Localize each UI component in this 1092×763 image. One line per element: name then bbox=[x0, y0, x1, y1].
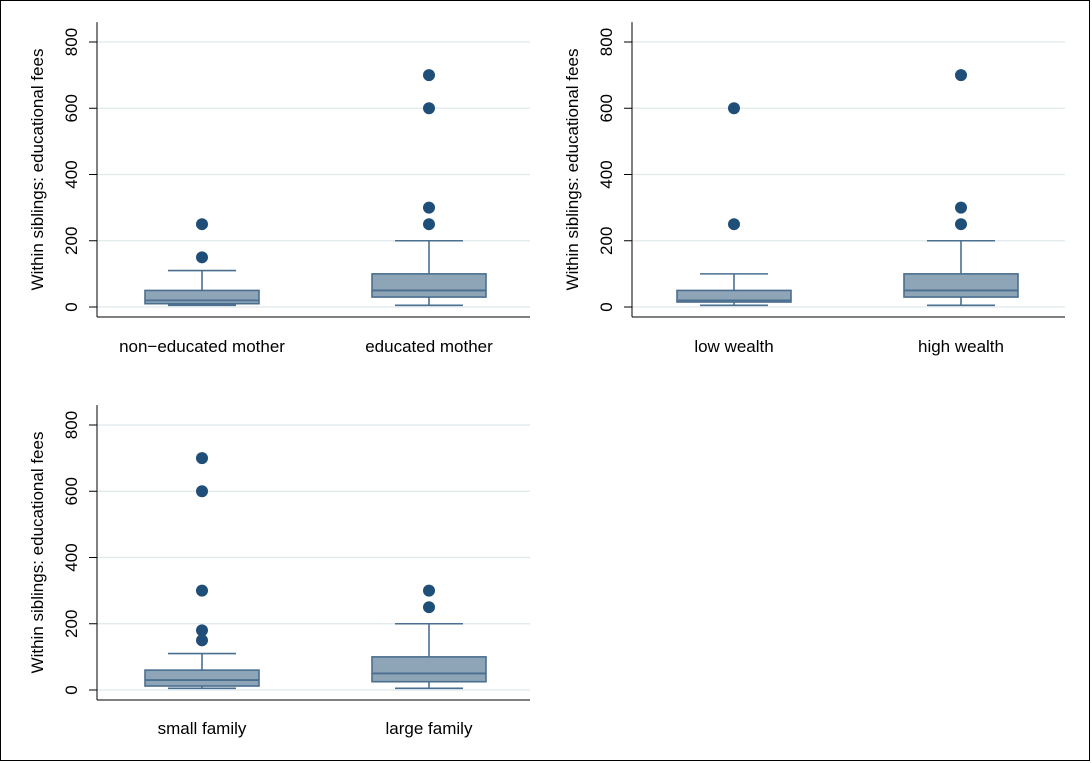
outlier-point bbox=[196, 485, 208, 498]
outlier-point bbox=[423, 69, 435, 82]
outlier-point bbox=[955, 218, 967, 231]
category-label: low wealth bbox=[694, 337, 773, 356]
outlier-point bbox=[196, 634, 208, 647]
outlier-point bbox=[423, 201, 435, 214]
box-0 bbox=[676, 102, 792, 307]
category-label: educated mother bbox=[365, 337, 493, 356]
category-label: large family bbox=[386, 719, 473, 738]
y-tick-label: 0 bbox=[597, 302, 616, 311]
y-tick-label: 600 bbox=[62, 94, 81, 122]
y-tick-label: 0 bbox=[62, 685, 81, 694]
category-label: non−educated mother bbox=[119, 337, 285, 356]
outlier-point bbox=[423, 601, 435, 614]
box-1 bbox=[903, 69, 1019, 307]
y-tick-label: 800 bbox=[597, 28, 616, 56]
box-0 bbox=[144, 218, 260, 307]
y-tick-label: 600 bbox=[62, 477, 81, 505]
y-tick-label: 400 bbox=[597, 160, 616, 188]
outlier-point bbox=[423, 584, 435, 597]
y-tick-label: 600 bbox=[597, 94, 616, 122]
outlier-point bbox=[196, 251, 208, 264]
outlier-point bbox=[196, 584, 208, 597]
outlier-point bbox=[955, 201, 967, 214]
panel-wealth: 0 200 400 600 800 Within siblings: educationa… bbox=[563, 22, 1065, 356]
category-label: small family bbox=[158, 719, 247, 738]
outlier-point bbox=[728, 102, 740, 115]
iqr-box bbox=[144, 289, 260, 305]
outlier-point bbox=[423, 102, 435, 115]
iqr-box bbox=[676, 289, 792, 303]
outlier-point bbox=[196, 452, 208, 465]
y-tick-label: 800 bbox=[62, 411, 81, 439]
y-tick-label: 800 bbox=[62, 28, 81, 56]
y-axis-title: Within siblings: educational fees bbox=[28, 432, 47, 674]
category-label: high wealth bbox=[918, 337, 1004, 356]
panel-family-size: 0 200 400 600 800 Within siblings: educationa… bbox=[28, 405, 530, 738]
outlier-point bbox=[423, 218, 435, 231]
iqr-box bbox=[903, 273, 1019, 298]
iqr-box bbox=[144, 669, 260, 687]
outlier-point bbox=[728, 218, 740, 231]
outlier-point bbox=[955, 69, 967, 82]
outlier-point bbox=[196, 218, 208, 231]
y-tick-label: 200 bbox=[597, 227, 616, 255]
outlier-point bbox=[196, 624, 208, 637]
panel-mother-education: 0 200 400 600 800 Within siblings: educationa… bbox=[28, 22, 530, 356]
box-0 bbox=[144, 452, 260, 690]
y-axis-title: Within siblings: educational fees bbox=[28, 49, 47, 291]
y-tick-label: 200 bbox=[62, 227, 81, 255]
y-tick-label: 200 bbox=[62, 610, 81, 638]
y-tick-label: 400 bbox=[62, 160, 81, 188]
y-axis-title: Within siblings: educational fees bbox=[563, 49, 582, 291]
box-1 bbox=[371, 584, 487, 690]
iqr-box bbox=[371, 656, 487, 683]
box-1 bbox=[371, 69, 487, 307]
iqr-box bbox=[371, 273, 487, 298]
y-tick-label: 0 bbox=[62, 302, 81, 311]
y-tick-label: 400 bbox=[62, 543, 81, 571]
